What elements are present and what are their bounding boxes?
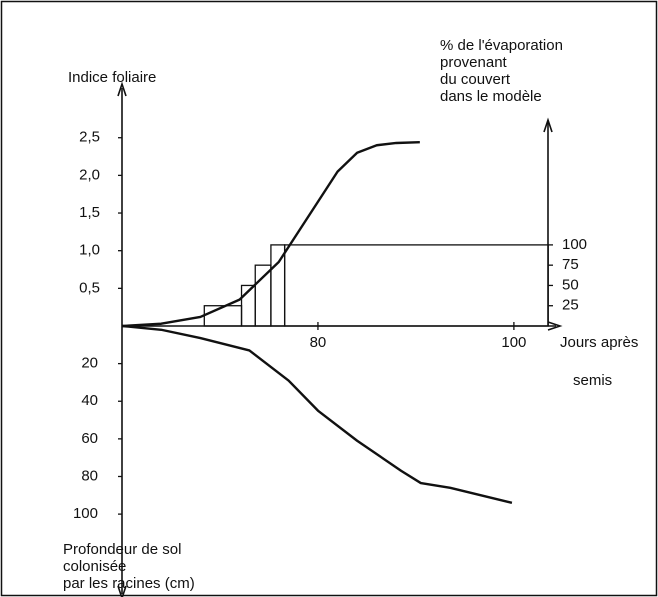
y2-axis-label: % de l'évaporation [440,37,563,54]
y-tick-label: 1,5 [79,204,100,221]
x-tick-label: 100 [501,334,526,351]
y2-tick-label: 25 [562,297,579,314]
y2-tick-label: 50 [562,276,579,293]
y-tick-label: 0,5 [79,279,100,296]
curve [121,141,420,328]
y2-tick-label: 75 [562,256,579,273]
depth-tick-label: 80 [81,467,98,484]
y2-axis-label: provenant [440,54,508,71]
y2-axis-label: dans le modèle [440,88,542,105]
depth-tick-label: 20 [81,355,98,372]
depth-axis-label: Profondeur de sol [63,541,181,558]
x-axis-label: Jours après [560,334,638,351]
depth-tick-label: 40 [81,392,98,409]
step [283,244,549,327]
depth-tick-label: 100 [73,505,98,522]
x-axis-arrow [547,321,563,331]
right-axis-arrow [543,117,553,133]
y-tick-label: 1,0 [79,242,100,259]
curve [121,324,513,504]
step [203,305,243,327]
left-axis-arrows [117,81,127,597]
y-tick-label: 2,5 [79,129,100,146]
y-axis-label: Indice foliaire [68,69,156,86]
y2-tick-label: 100 [562,236,587,253]
depth-axis-label: colonisée [63,558,126,575]
y2-axis-label: du couvert [440,71,511,88]
x-axis-label: semis [573,372,612,389]
step [254,264,272,327]
y-tick-label: 2,0 [79,166,100,183]
x-tick-label: 80 [310,334,327,351]
depth-tick-label: 60 [81,430,98,447]
depth-axis-label: par les racines (cm) [63,575,195,592]
